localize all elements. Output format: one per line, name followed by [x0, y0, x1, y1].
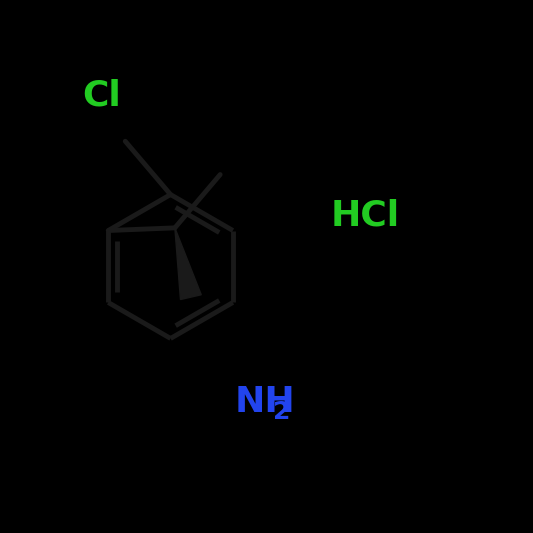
- Text: HCl: HCl: [330, 199, 400, 233]
- Text: NH: NH: [235, 385, 295, 419]
- Polygon shape: [175, 228, 201, 300]
- Text: 2: 2: [273, 400, 291, 424]
- Text: Cl: Cl: [83, 79, 122, 113]
